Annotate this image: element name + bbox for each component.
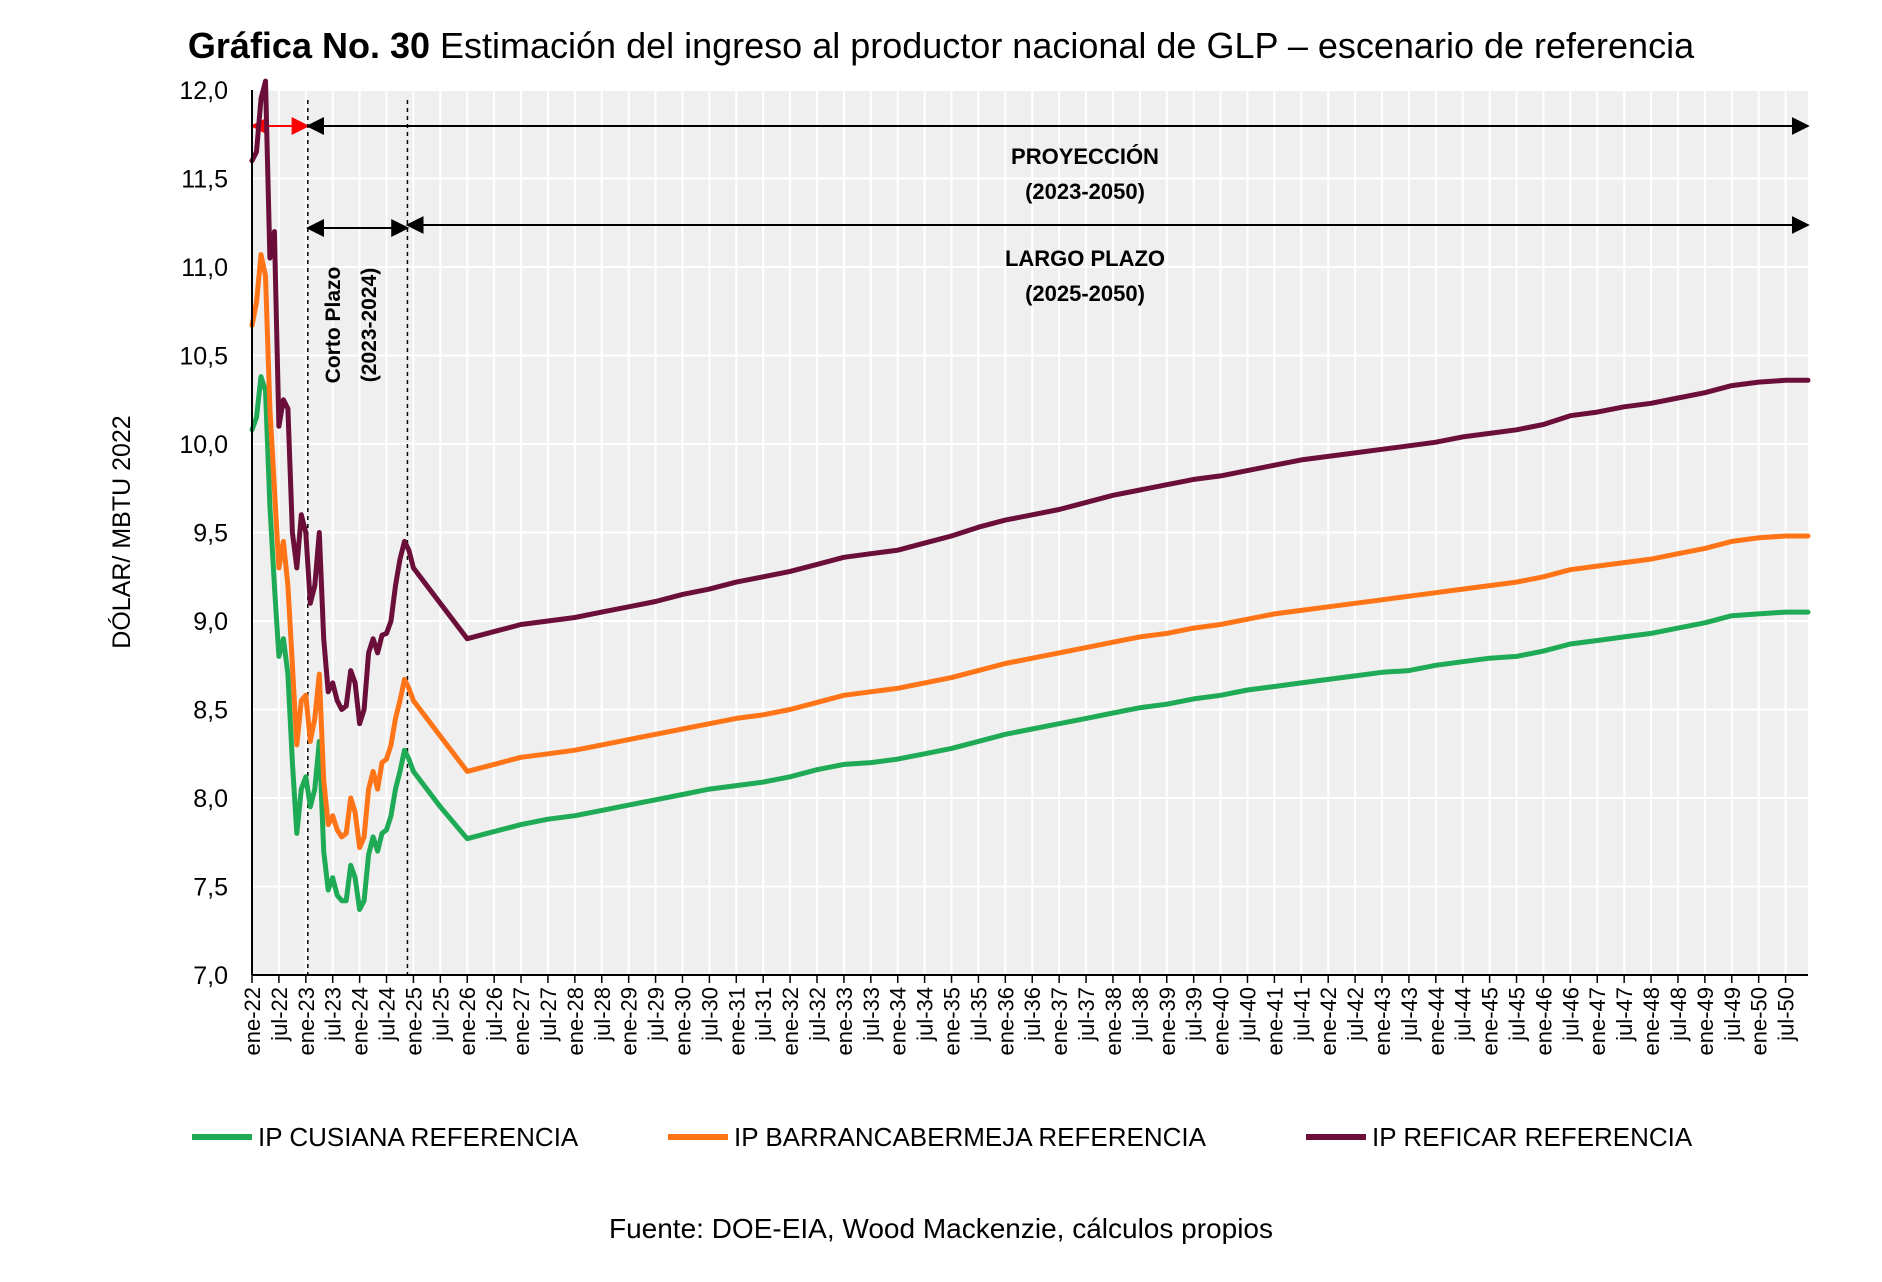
x-tick-label: ene-46 (1531, 987, 1556, 1056)
x-tick-label: jul-36 (1020, 987, 1045, 1042)
x-tick-label: jul-47 (1612, 987, 1637, 1042)
x-tick-label: ene-50 (1747, 987, 1772, 1056)
y-tick-label: 10,5 (179, 343, 228, 371)
x-tick-label: jul-46 (1558, 987, 1583, 1042)
x-tick-label: jul-35 (966, 987, 991, 1042)
x-tick-label: jul-37 (1074, 987, 1099, 1042)
y-tick-label: 7,5 (193, 874, 228, 902)
x-tick-label: jul-50 (1774, 987, 1799, 1042)
chart-title: Gráfica No. 30 Estimación del ingreso al … (188, 25, 1695, 66)
x-tick-label: jul-40 (1235, 987, 1260, 1042)
x-tick-label: ene-48 (1639, 987, 1664, 1056)
x-tick-label: ene-33 (832, 987, 857, 1056)
x-tick-label: ene-27 (509, 987, 534, 1056)
axes (251, 90, 1808, 983)
x-tick-label: ene-38 (1101, 987, 1126, 1056)
x-tick-label: ene-41 (1262, 987, 1287, 1056)
x-tick-label: ene-42 (1316, 987, 1341, 1056)
x-tick-label: jul-48 (1666, 987, 1691, 1042)
x-tick-label: ene-28 (563, 987, 588, 1056)
corto-plazo-years-label: (2023-2024) (358, 268, 381, 382)
y-axis-label: DÓLAR/ MBTU 2022 (107, 415, 136, 648)
y-tick-label: 12,0 (179, 77, 228, 105)
x-tick-label: ene-47 (1585, 987, 1610, 1056)
x-tick-label: jul-43 (1397, 987, 1422, 1042)
x-tick-label: ene-29 (617, 987, 642, 1056)
x-tick-label: ene-30 (670, 987, 695, 1056)
x-tick-label: ene-25 (401, 987, 426, 1056)
legend-label-cusiana: IP CUSIANA REFERENCIA (258, 1122, 579, 1152)
x-tick-label: jul-26 (482, 987, 507, 1042)
x-tick-label: jul-22 (267, 987, 292, 1042)
x-tick-label: ene-45 (1478, 987, 1503, 1056)
series-line-reficar (249, 78, 1811, 727)
legend: IP CUSIANA REFERENCIA IP BARRANCABERMEJA… (192, 1122, 1693, 1152)
x-tick-label: jul-44 (1451, 987, 1476, 1042)
largo-plazo-label: LARGO PLAZO (1005, 246, 1165, 271)
x-tick-label: jul-27 (536, 987, 561, 1042)
y-tick-label: 10,0 (179, 431, 228, 459)
x-tick-label: ene-36 (993, 987, 1018, 1056)
x-tick-label: jul-25 (428, 987, 453, 1042)
x-tick-label: jul-42 (1343, 987, 1368, 1042)
x-tick-label: ene-40 (1209, 987, 1234, 1056)
x-tick-label: ene-22 (240, 987, 265, 1056)
x-tick-label: ene-31 (724, 987, 749, 1056)
gridlines (251, 89, 1808, 976)
period-markers (250, 100, 1810, 975)
x-tick-label: ene-39 (1155, 987, 1180, 1056)
x-tick-label: jul-33 (859, 987, 884, 1042)
x-tick-label: jul-24 (375, 987, 400, 1042)
x-tick-label: ene-37 (1047, 987, 1072, 1056)
y-tick-label: 9,5 (193, 520, 228, 548)
x-tick-label: jul-38 (1128, 987, 1153, 1042)
y-tick-label: 8,5 (193, 697, 228, 725)
series-lines (249, 78, 1811, 912)
proyeccion-label: PROYECCIÓN (1011, 144, 1159, 169)
legend-label-barrancabermeja: IP BARRANCABERMEJA REFERENCIA (734, 1122, 1207, 1152)
x-tick-label: ene-35 (940, 987, 965, 1056)
x-tick-label: ene-43 (1370, 987, 1395, 1056)
x-tick-label: jul-30 (697, 987, 722, 1042)
y-tick-label: 11,5 (181, 166, 228, 194)
y-tick-label: 8,0 (193, 785, 228, 813)
x-tick-label: jul-23 (321, 987, 346, 1042)
y-tick-labels: 7,0 7,5 8,0 8,5 9,0 9,5 10,0 10,5 11,0 11,5 12,0 (179, 77, 228, 990)
x-tick-label: jul-34 (913, 987, 938, 1042)
proyeccion-years-label: (2023-2050) (1025, 179, 1145, 204)
y-tick-label: 11,0 (181, 254, 228, 282)
y-tick-label: 9,0 (193, 608, 228, 636)
x-tick-label: jul-41 (1289, 987, 1314, 1042)
series-line-cusiana (249, 374, 1811, 912)
chart-title-rest: Estimación del ingreso al productor naci… (440, 25, 1695, 66)
x-tick-labels: ene-22 jul-22 ene-23 jul-23 ene-24 jul-24 ene-… (240, 987, 1799, 1056)
chart-title-prefix: Gráfica No. 30 (188, 25, 430, 66)
x-tick-label: ene-34 (886, 987, 911, 1056)
corto-plazo-label: Corto Plazo (322, 267, 345, 384)
x-tick-label: ene-49 (1693, 987, 1718, 1056)
largo-plazo-years-label: (2025-2050) (1025, 281, 1145, 306)
x-tick-label: jul-49 (1720, 987, 1745, 1042)
x-tick-label: jul-45 (1505, 987, 1530, 1042)
legend-label-reficar: IP REFICAR REFERENCIA (1372, 1122, 1693, 1152)
y-tick-label: 7,0 (193, 962, 228, 990)
x-tick-label: jul-32 (805, 987, 830, 1042)
x-tick-label: ene-24 (348, 987, 373, 1056)
x-tick-label: ene-26 (455, 987, 480, 1056)
source-note: Fuente: DOE-EIA, Wood Mackenzie, cálculo… (609, 1213, 1273, 1244)
x-tick-label: jul-31 (751, 987, 776, 1042)
x-tick-label: jul-28 (590, 987, 615, 1042)
x-tick-label: ene-32 (778, 987, 803, 1056)
x-tick-label: jul-29 (644, 987, 669, 1042)
x-tick-label: ene-23 (294, 987, 319, 1056)
x-tick-label: jul-39 (1182, 987, 1207, 1042)
series-line-barrancabermeja (249, 252, 1811, 851)
x-tick-label: ene-44 (1424, 987, 1449, 1056)
